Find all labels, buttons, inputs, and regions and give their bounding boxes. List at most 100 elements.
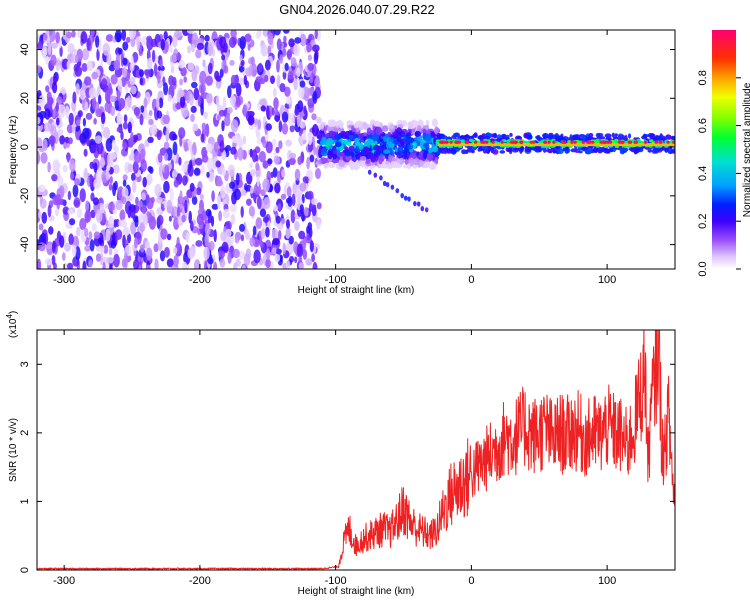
spectrogram-cell bbox=[659, 140, 663, 144]
spectrogram-cell bbox=[269, 184, 273, 193]
spectrogram-cell bbox=[227, 85, 232, 99]
spectrogram-cell bbox=[273, 30, 281, 36]
spectrogram-cell bbox=[500, 140, 504, 144]
spectrogram-cell bbox=[344, 146, 349, 153]
spectrogram-cell bbox=[139, 244, 145, 253]
spectrogram-cell bbox=[281, 111, 289, 123]
spectrogram-cell bbox=[186, 30, 195, 34]
spectrogram-cell bbox=[187, 62, 194, 71]
spectrogram-cell bbox=[167, 94, 172, 102]
spectrogram-cell bbox=[105, 228, 111, 242]
spectrogram-cell bbox=[543, 140, 548, 144]
spectrogram-cell bbox=[102, 261, 106, 269]
spectrogram-cell bbox=[495, 138, 502, 142]
spectrogram-cell bbox=[249, 237, 256, 247]
spectrogram-cell bbox=[608, 148, 613, 152]
spectrogram-cell bbox=[40, 152, 48, 164]
spectrogram-cell bbox=[406, 132, 411, 137]
spectrogram-cell bbox=[246, 198, 252, 206]
spectrogram-cell bbox=[276, 38, 282, 51]
spectrogram-cell bbox=[545, 148, 552, 153]
spectrogram-cell bbox=[233, 188, 241, 201]
spectrogram-cell bbox=[303, 105, 307, 115]
spectrogram-cell bbox=[187, 247, 195, 260]
spectrogram-cell bbox=[264, 59, 271, 71]
spectrogram-cell bbox=[303, 206, 309, 217]
spectrogram-cell bbox=[265, 258, 271, 269]
spectrogram-cell bbox=[232, 248, 240, 259]
spectrogram-cell bbox=[614, 138, 619, 142]
spectrogram-cell bbox=[423, 150, 428, 160]
spectrogram-cell bbox=[403, 195, 408, 201]
spectrogram-cell bbox=[62, 262, 68, 269]
colorbar-tick-label: 0.0 bbox=[697, 261, 709, 276]
spectrogram-cell bbox=[499, 150, 506, 154]
spectrogram-cell bbox=[250, 169, 256, 177]
spectrogram-cell bbox=[122, 227, 130, 237]
spectrogram-cell bbox=[89, 173, 93, 188]
spectrogram-cell bbox=[47, 204, 52, 218]
spectrogram-cell bbox=[37, 258, 42, 269]
spectrogram-cell bbox=[302, 176, 309, 184]
spectrogram-cell bbox=[130, 85, 137, 95]
spectrogram-cell bbox=[200, 164, 205, 175]
spectrogram-cell bbox=[106, 152, 114, 166]
spectrogram-cell bbox=[86, 60, 93, 72]
snr-x-tick-label: -100 bbox=[325, 575, 347, 587]
spectrogram-cell bbox=[51, 174, 58, 182]
spectrogram-cell bbox=[285, 260, 291, 269]
spectrogram-cell bbox=[172, 133, 178, 141]
spectrogram-cell bbox=[185, 232, 190, 243]
spectrogram-cell bbox=[166, 258, 174, 268]
spectrogram-cell bbox=[182, 261, 188, 269]
spectrogram-cell bbox=[88, 231, 93, 241]
spectrogram-cell bbox=[601, 140, 605, 144]
spectrogram-cell bbox=[277, 202, 282, 211]
spectrogram-cell bbox=[69, 218, 76, 226]
spectrogram-cell bbox=[38, 110, 47, 119]
spectrogram-cell bbox=[256, 196, 262, 210]
spectrogram-cell bbox=[294, 256, 298, 264]
spectrogram-cell bbox=[523, 140, 528, 144]
spectrogram-cell bbox=[130, 55, 134, 69]
spectrogram-cell bbox=[299, 80, 306, 88]
spectrogram-cell bbox=[588, 133, 594, 138]
spectrogram-cell bbox=[299, 182, 307, 192]
spectrogram-cell bbox=[187, 164, 192, 174]
spectrogram-cell bbox=[45, 242, 53, 250]
spectrogram-cell bbox=[207, 62, 213, 75]
spectrogram-cell bbox=[333, 127, 341, 132]
spectrogram-cell bbox=[260, 43, 268, 57]
spectrogram-cell bbox=[131, 172, 136, 182]
spectrogram-cell bbox=[211, 203, 219, 210]
spectrogram-cell bbox=[222, 96, 227, 111]
spectrogram-cell bbox=[193, 259, 201, 269]
spectrogram-cell bbox=[230, 74, 237, 86]
spectrogram-cell bbox=[157, 65, 165, 72]
spectrogram-cell bbox=[652, 148, 660, 151]
spectrogram-cell bbox=[278, 120, 283, 133]
spectrogram-cell bbox=[178, 89, 185, 98]
spectrogram-cell bbox=[188, 210, 192, 224]
spectrogram-cell bbox=[313, 51, 319, 65]
spectrogram-cell bbox=[138, 50, 143, 57]
spectrogram-cell bbox=[379, 142, 387, 149]
spectrogram-cell bbox=[116, 126, 123, 133]
spectrogram-cell bbox=[412, 158, 420, 166]
spectrogram-cell bbox=[390, 161, 396, 168]
spectrogram-cell bbox=[183, 110, 190, 117]
spectrogram-cell bbox=[251, 149, 258, 163]
spectrogram-cell bbox=[406, 137, 414, 144]
spectrogram-cell bbox=[314, 30, 318, 40]
spectrogram-cell bbox=[439, 148, 443, 152]
spectrogram-cell bbox=[373, 150, 379, 158]
spectrogram-cell bbox=[334, 134, 342, 140]
spectrogram-cell bbox=[134, 216, 139, 228]
spectrogram-cell bbox=[62, 206, 70, 215]
spectrogram-cell bbox=[326, 138, 333, 147]
spectrogram-cell bbox=[162, 114, 170, 125]
spectrogram-cell bbox=[624, 140, 629, 144]
spectrogram-cell bbox=[400, 193, 405, 199]
spectrogram-cell bbox=[338, 151, 345, 157]
spectrogram-cell bbox=[84, 76, 92, 86]
